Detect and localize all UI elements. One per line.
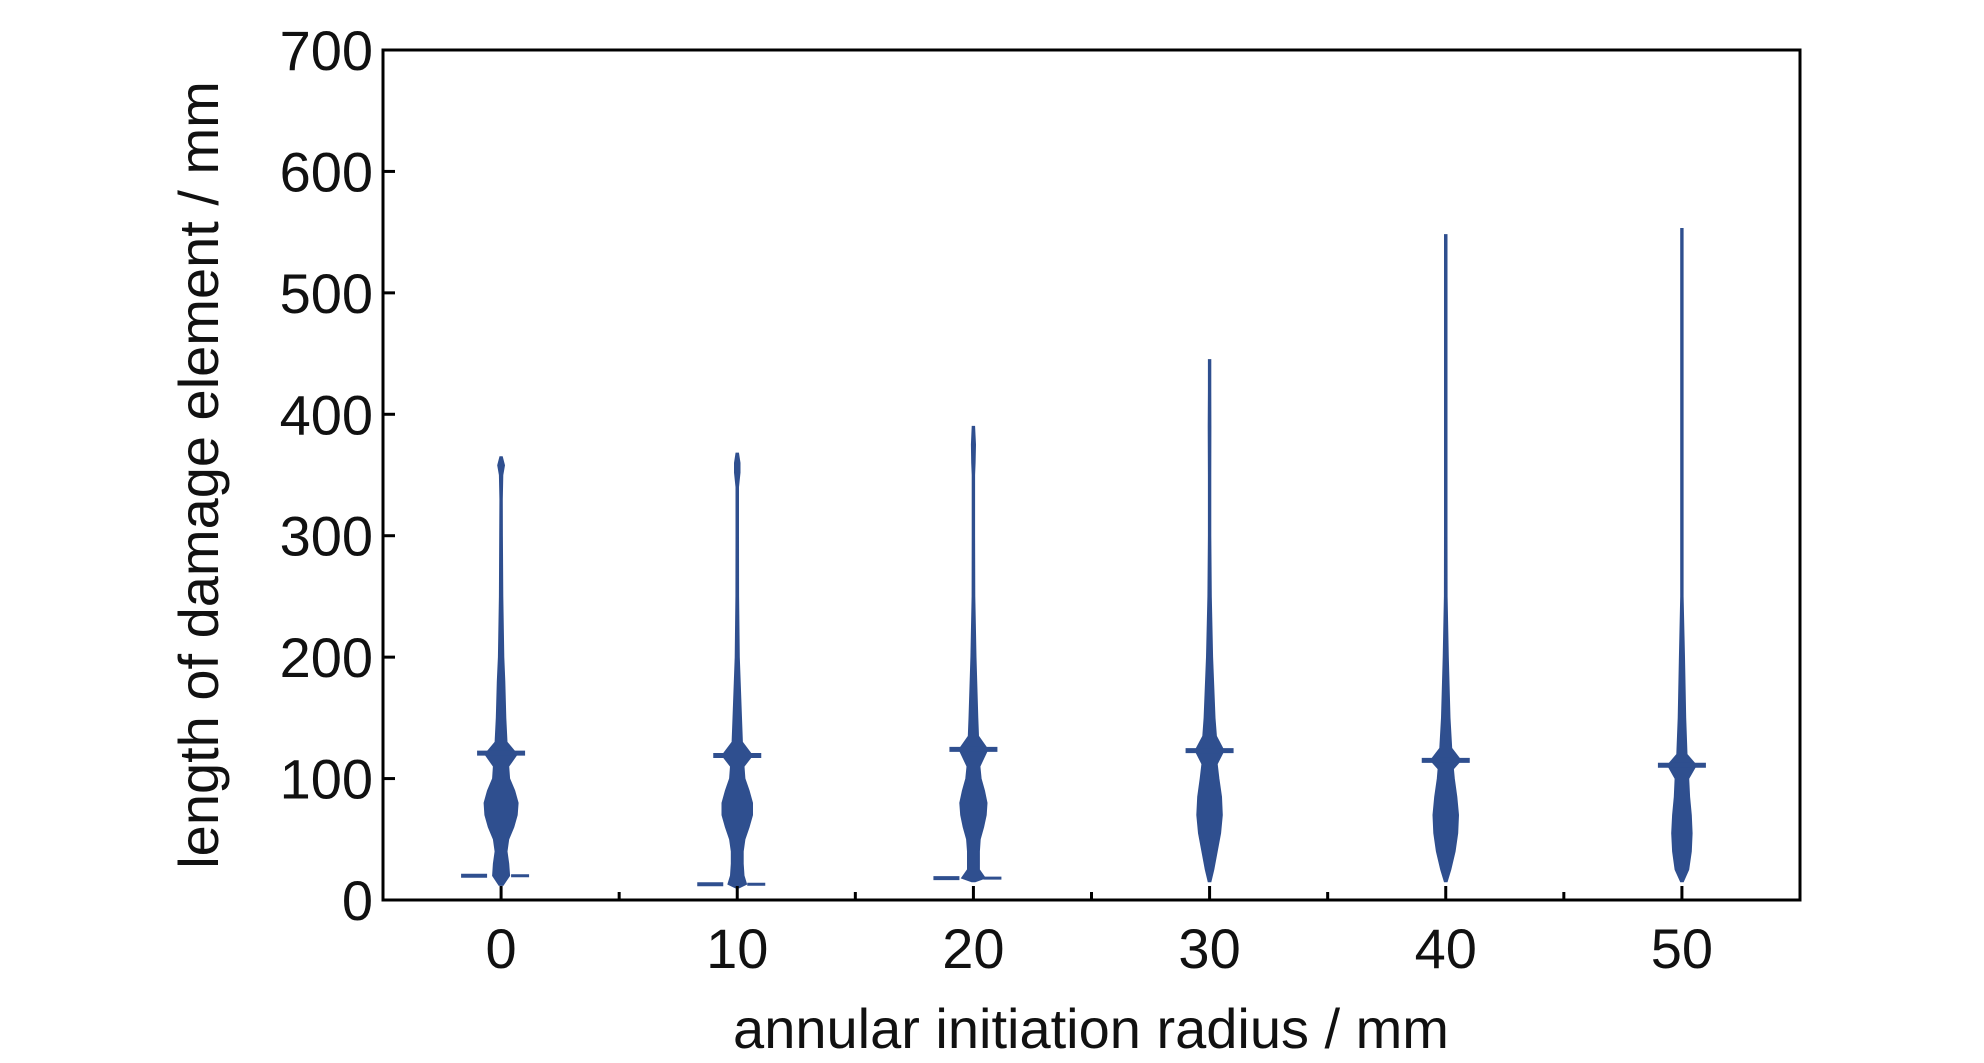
x-tick-label: 40 bbox=[1415, 917, 1477, 980]
x-tick-label: 50 bbox=[1651, 917, 1713, 980]
y-tick-label: 300 bbox=[280, 505, 373, 568]
violin-body bbox=[958, 425, 989, 883]
x-tick-label: 20 bbox=[942, 917, 1004, 980]
x-tick-label: 0 bbox=[486, 917, 517, 980]
y-tick-label: 700 bbox=[280, 19, 373, 82]
y-tick-label: 500 bbox=[280, 262, 373, 325]
violin-body bbox=[721, 452, 754, 889]
x-axis: 0 10 20 30 40 50 bbox=[486, 886, 1713, 980]
x-axis-label: annular initiation radius / mm bbox=[733, 997, 1449, 1060]
y-tick-label: 200 bbox=[280, 626, 373, 689]
violin-body bbox=[1194, 359, 1225, 883]
y-axis: 0 100 200 300 400 500 600 700 bbox=[280, 19, 395, 932]
violin-body bbox=[1666, 228, 1698, 883]
y-tick-label: 100 bbox=[280, 748, 373, 811]
y-tick-label: 600 bbox=[280, 140, 373, 203]
plot-frame bbox=[381, 48, 1802, 902]
violin-body bbox=[1429, 234, 1462, 883]
x-tick-label: 10 bbox=[706, 917, 768, 980]
x-tick-label: 30 bbox=[1178, 917, 1240, 980]
y-tick-label: 0 bbox=[342, 869, 373, 932]
y-axis-label: length of damage element / mm bbox=[167, 81, 230, 869]
violin-group bbox=[461, 228, 1706, 889]
violin-body bbox=[483, 456, 519, 886]
y-tick-label: 400 bbox=[280, 383, 373, 446]
